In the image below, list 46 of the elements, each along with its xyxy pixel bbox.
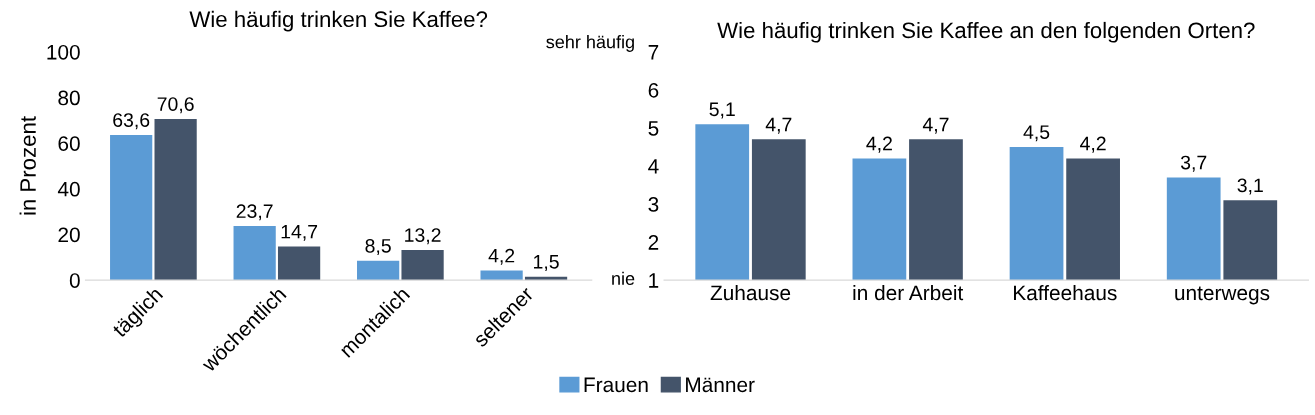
legend-label: Frauen — [584, 377, 648, 393]
y-tick-label: 0 — [69, 273, 80, 288]
x-tick-label: Kaffeehaus — [1014, 284, 1117, 301]
y-axis-title: in Prozent — [19, 116, 36, 215]
data-label: 13,2 — [405, 228, 441, 245]
data-label: 23,7 — [236, 204, 273, 221]
y-tick-label: 4 — [648, 159, 659, 174]
data-label: 5,1 — [709, 102, 735, 119]
data-label: 3,7 — [1180, 155, 1207, 172]
y-tick-label: 6 — [648, 82, 659, 98]
data-label: 4,5 — [1023, 125, 1050, 142]
y-tick-label: 5 — [648, 121, 659, 136]
bar — [357, 260, 400, 281]
y-tick-label: 1 — [649, 273, 659, 288]
data-label: 3,1 — [1237, 178, 1263, 195]
y-tick-label: 20 — [58, 227, 80, 243]
chart-title: Wie häufig trinken Sie Kaffee an den folgenden Orten? — [717, 21, 1255, 43]
data-label: 4,2 — [1080, 136, 1106, 153]
chart-title: Wie häufig trinken Sie Kaffee? — [189, 10, 488, 32]
bar — [277, 246, 321, 281]
bar — [110, 134, 153, 281]
x-tick-label: unterwegs — [1175, 286, 1270, 305]
data-label: 70,6 — [157, 97, 194, 114]
bar — [401, 250, 444, 281]
text: sehr häufig — [546, 35, 634, 52]
y-tick-label: 3 — [648, 197, 659, 212]
legend-label: Männer — [686, 377, 755, 393]
data-label: 4,7 — [765, 117, 792, 134]
y-tick-label: 40 — [57, 181, 80, 197]
data-label: 8,5 — [365, 238, 391, 256]
data-label: 1,5 — [534, 255, 559, 271]
y-tick-label: 7 — [648, 45, 659, 60]
y-tick-label: 60 — [58, 136, 80, 151]
data-label: 4,7 — [922, 117, 949, 134]
bar — [154, 118, 197, 281]
x-tick-label: in der Arbeit — [853, 284, 964, 301]
bar — [233, 226, 276, 281]
y-tick-label: 80 — [58, 90, 80, 106]
data-label: 4,2 — [866, 136, 892, 153]
data-label: 63,6 — [113, 113, 150, 130]
y-tick-label: 2 — [648, 235, 659, 250]
data-label: 14,7 — [281, 224, 318, 241]
text: nie — [612, 271, 635, 285]
y-tick-label: 100 — [47, 44, 80, 60]
data-label: 4,2 — [488, 248, 515, 265]
x-tick-label: Zuhause — [710, 284, 791, 301]
